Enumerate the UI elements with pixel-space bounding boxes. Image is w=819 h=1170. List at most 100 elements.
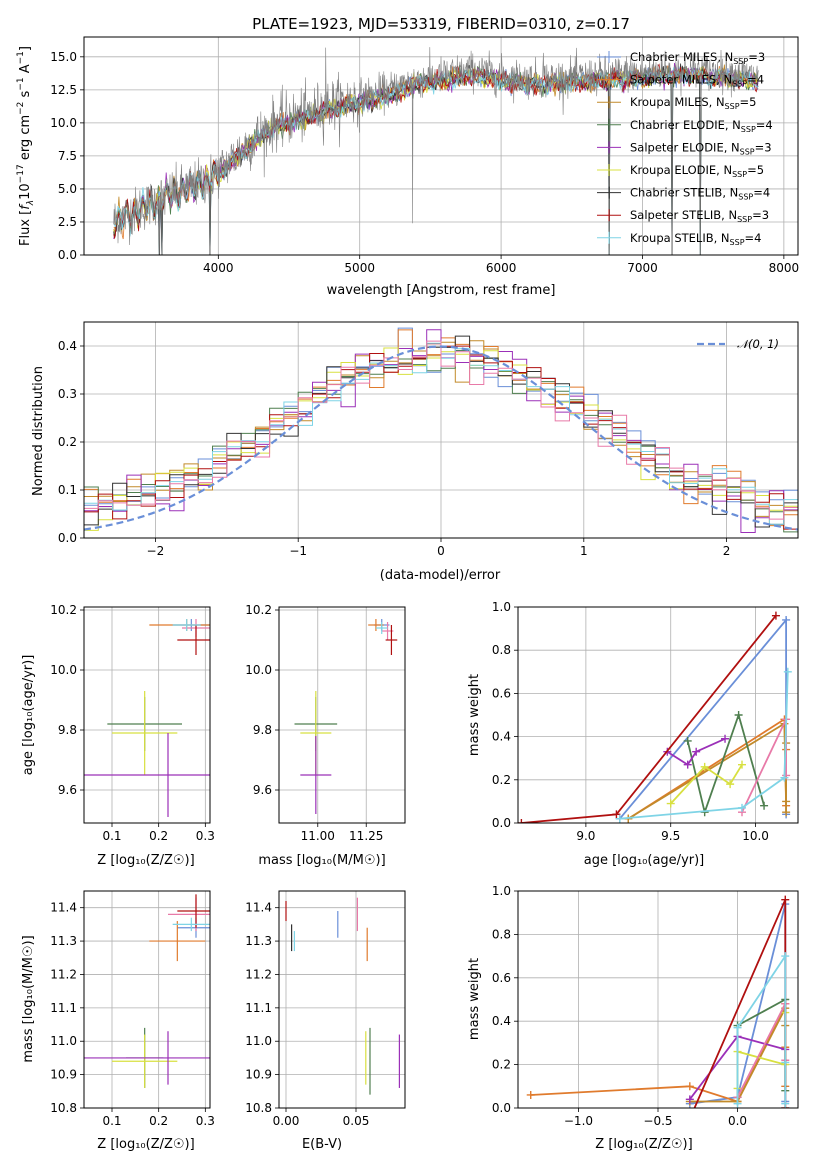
- weight-point-marker: [518, 819, 526, 823]
- weight-point-marker: [771, 611, 780, 620]
- y-tick-label: 0.2: [492, 773, 511, 787]
- x-tick-label: 2: [723, 544, 731, 558]
- y-tick-label: 0.8: [492, 643, 511, 657]
- data-spectrum-line: [113, 47, 759, 255]
- weight-vs-age-xlabel: age [log₁₀(age/yr)]: [584, 853, 705, 868]
- axes-frame: [517, 606, 799, 824]
- weight-point-marker: [526, 1090, 535, 1099]
- weight-vs-z-panel: −1.0 −0.5 0.0 0.0 0.2 0.4 0.6 0.8 1.0: [492, 884, 799, 1128]
- legend-label: Chabrier STELIB, NSSP=4: [630, 186, 770, 202]
- weight-point-marker: [683, 760, 692, 769]
- y-tick-label: 10.0: [50, 663, 77, 677]
- weight-point-marker: [612, 810, 621, 819]
- x-tick-label: 5000: [344, 261, 375, 275]
- y-tick-label: 0.4: [492, 730, 511, 744]
- weight-vs-age-panel: 9.0 9.5 10.0 0.0 0.2 0.4 0.6 0.8 1.0: [492, 600, 799, 843]
- mass-vs-z-xlabel: Z [log₁₀(Z/Z☉)]: [97, 1137, 194, 1152]
- weight-point-marker: [615, 814, 624, 823]
- weight-point-marker: [666, 799, 675, 808]
- y-tick-label: 0.4: [58, 339, 77, 353]
- weight-point-marker: [733, 1099, 742, 1108]
- y-tick-label: 10.9: [245, 1068, 272, 1082]
- mass-vs-z-panel: 0.1 0.2 0.3 10.8 10.9 11.0 11.1 11.2 11.3 11.4: [50, 890, 215, 1128]
- legend-label: Salpeter MILES, NSSP=4: [630, 73, 764, 89]
- y-tick-label: 0.2: [492, 1058, 511, 1072]
- x-tick-label: 1: [580, 544, 588, 558]
- y-tick-label: 11.0: [245, 1034, 272, 1048]
- x-tick-label: 4000: [203, 261, 234, 275]
- figure-title: PLATE=1923, MJD=53319, FIBERID=0310, z=0…: [252, 15, 630, 33]
- axes-frame: [83, 321, 799, 539]
- weight-point-marker: [781, 1099, 790, 1108]
- y-tick-label: 11.1: [50, 1001, 77, 1015]
- y-tick-label: 7.5: [58, 149, 77, 163]
- y-tick-label: 10.2: [50, 603, 77, 617]
- weight-point-marker: [782, 808, 791, 817]
- y-tick-label: 10.2: [245, 603, 272, 617]
- weight-series-line: [686, 712, 765, 816]
- weight-vs-z-ylabel: mass weight: [467, 958, 482, 1040]
- legend-label: Chabrier ELODIE, NSSP=4: [630, 118, 773, 134]
- y-tick-label: 11.2: [245, 967, 272, 981]
- weight-point-marker: [738, 760, 746, 769]
- age-vs-z-xlabel: Z [log₁₀(Z/Z☉)]: [97, 853, 194, 868]
- y-tick-label: 10.9: [50, 1068, 77, 1082]
- residual-ylabel: Normed distribution: [31, 366, 46, 496]
- x-tick-label: 6000: [486, 261, 517, 275]
- weight-point-marker: [760, 801, 769, 810]
- residual-histogram: [84, 340, 798, 520]
- y-tick-label: 0.0: [492, 1101, 511, 1115]
- y-tick-label: 11.4: [245, 901, 272, 915]
- x-tick-label: 0.00: [273, 1114, 300, 1128]
- x-tick-label: 0.2: [149, 1114, 168, 1128]
- axes-frame: [278, 890, 406, 1109]
- weight-point-marker: [781, 952, 790, 961]
- spectrum-panel: 4000 5000 6000 7000 8000 0.0 2.5 5.0 7.5 10.0 12.5…: [50, 36, 799, 275]
- weight-point-marker: [733, 1023, 742, 1032]
- legend-label: Chabrier MILES, NSSP=3: [630, 50, 765, 66]
- residual-panel: −2 −1 0 1 2 0.0 0.1 0.2 0.3 0.4 𝒩(0, 1): [58, 321, 799, 558]
- spectrum-xlabel: wavelength [Angstrom, rest frame]: [327, 283, 556, 298]
- weight-vs-age-ylabel: mass weight: [467, 674, 482, 756]
- legend-label: Kroupa STELIB, NSSP=4: [630, 231, 761, 247]
- axes-frame: [517, 890, 799, 1109]
- weight-point-marker: [783, 667, 792, 676]
- x-tick-label: 9.0: [576, 829, 595, 843]
- y-tick-label: 1.0: [492, 600, 511, 614]
- weight-point-marker: [686, 1115, 694, 1123]
- weight-vs-z-xlabel: Z [log₁₀(Z/Z☉)]: [595, 1137, 692, 1152]
- weight-point-marker: [683, 736, 692, 745]
- axes-frame: [83, 36, 799, 256]
- x-tick-label: −1.0: [564, 1114, 593, 1128]
- y-tick-label: 9.8: [58, 723, 77, 737]
- y-tick-label: 2.5: [58, 215, 77, 229]
- mass-vs-ebv-xlabel: E(B-V): [302, 1137, 342, 1152]
- y-tick-label: 9.8: [253, 723, 272, 737]
- x-tick-label: 0.2: [149, 829, 168, 843]
- mass-vs-ebv-panel: 0.00 0.05 10.8 10.9 11.0 11.1 11.2 11.3 11.4: [245, 890, 406, 1128]
- axes-frame: [278, 606, 406, 824]
- y-tick-label: 10.0: [50, 116, 77, 130]
- legend-label: 𝒩(0, 1): [737, 337, 779, 351]
- legend-label: Salpeter ELODIE, NSSP=3: [630, 140, 772, 156]
- y-tick-label: 0.6: [492, 971, 511, 985]
- y-tick-label: 11.3: [245, 934, 272, 948]
- weight-point-marker: [780, 773, 789, 782]
- x-tick-label: 11.00: [301, 829, 335, 843]
- x-tick-label: 0.05: [343, 1114, 370, 1128]
- y-tick-label: 0.3: [58, 387, 77, 401]
- y-tick-label: 1.0: [492, 884, 511, 898]
- x-tick-label: −2: [147, 544, 165, 558]
- weight-point-marker: [726, 780, 735, 789]
- weight-point-marker: [685, 1082, 694, 1091]
- legend-label: Salpeter STELIB, NSSP=3: [630, 208, 769, 224]
- x-tick-label: 7000: [627, 261, 658, 275]
- y-tick-label: 0.0: [58, 248, 77, 262]
- y-tick-label: 11.2: [50, 967, 77, 981]
- axes-frame: [83, 606, 211, 824]
- axes-frame: [83, 890, 211, 1109]
- x-tick-label: 0: [437, 544, 445, 558]
- y-tick-label: 11.1: [245, 1001, 272, 1015]
- y-tick-label: 10.0: [245, 663, 272, 677]
- x-tick-label: −0.5: [643, 1114, 672, 1128]
